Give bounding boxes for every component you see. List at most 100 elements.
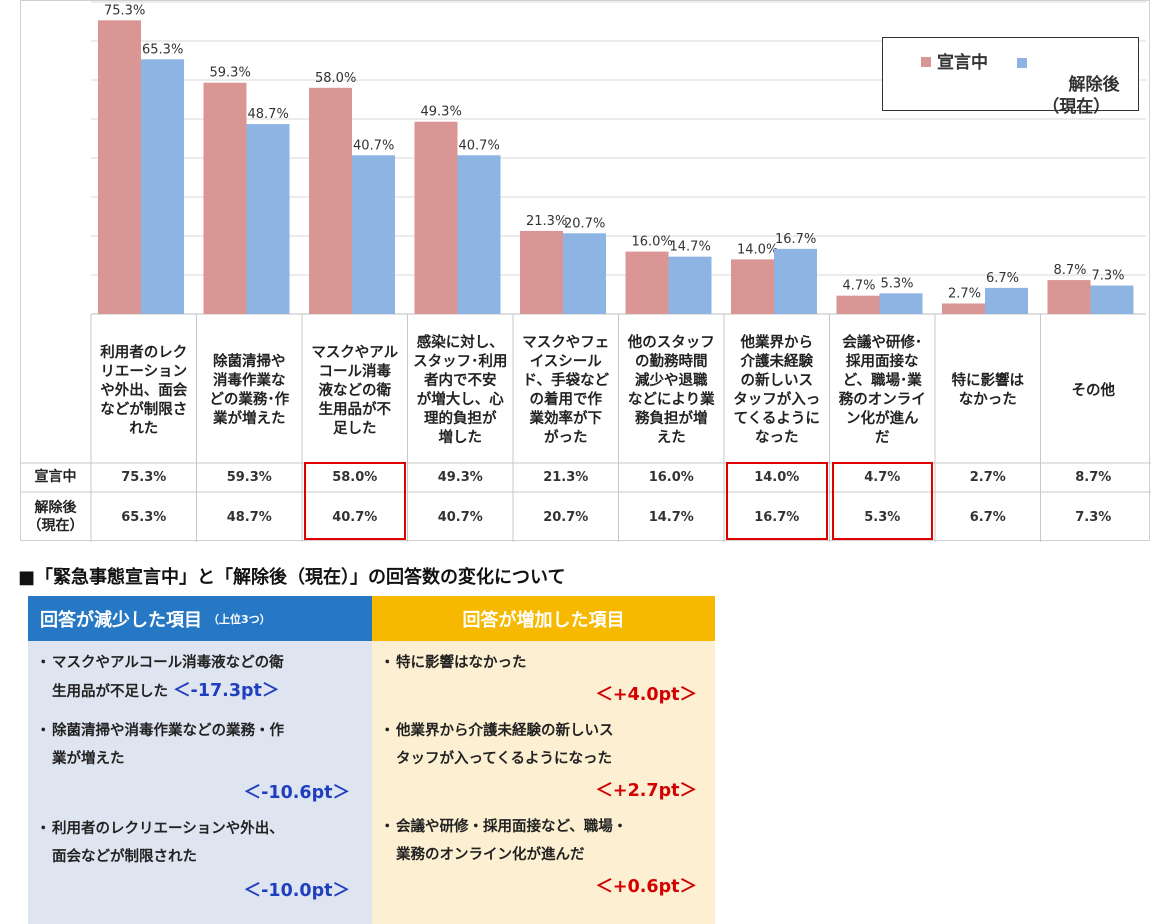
bar-lifted bbox=[985, 287, 1028, 314]
decreased-panel-header: 回答が減少した項目 （上位3つ） bbox=[28, 596, 372, 641]
highlight-box bbox=[726, 462, 828, 540]
category-label: その他 bbox=[1071, 382, 1116, 399]
table-cell: 48.7% bbox=[226, 509, 272, 525]
bar-declared bbox=[203, 82, 247, 314]
table-cell: 58.0% bbox=[332, 470, 378, 485]
data-label: 49.3% bbox=[421, 105, 462, 120]
highlight-box bbox=[304, 462, 406, 540]
data-label: 48.7% bbox=[248, 107, 289, 122]
table-cell: 40.7% bbox=[332, 509, 378, 525]
category-label: 除菌清掃や 消毒作業な どの業務･作 業が増えた bbox=[209, 354, 290, 427]
bar-declared bbox=[942, 303, 985, 314]
category-label: 他のスタッフ の勤務時間 減少や退職 などにより業 務負担が増 えた bbox=[627, 335, 715, 446]
table-cell: 49.3% bbox=[437, 470, 483, 485]
bar-lifted bbox=[457, 155, 501, 314]
table-cell: 14.0% bbox=[754, 470, 800, 485]
data-label: 6.7% bbox=[986, 271, 1019, 286]
legend-label-declared: 宣言中 bbox=[937, 53, 988, 73]
category-label: マスクやフェ イスシール ド、手袋など の着用で作 業効率が下 がった bbox=[522, 335, 610, 446]
increased-item-line: 他業界から介護未経験の新しいス bbox=[396, 723, 614, 739]
section-title: ■「緊急事態宣言中」と「解除後（現在）」の回答数の変化について bbox=[18, 567, 566, 588]
decreased-item-line: 業が増えた bbox=[52, 751, 125, 767]
legend-item-lifted: 解除後 （現在） bbox=[1017, 52, 1120, 140]
increased-item-pt: ＜+4.0pt＞ bbox=[595, 685, 697, 705]
bar-declared bbox=[625, 251, 669, 314]
table-cell: 20.7% bbox=[543, 509, 589, 525]
data-label: 58.0% bbox=[315, 71, 356, 86]
data-label: 14.0% bbox=[737, 242, 778, 257]
table-cell: 21.3% bbox=[543, 470, 589, 485]
legend-swatch-lifted bbox=[1017, 58, 1027, 68]
decreased-panel: ・マスクやアルコール消毒液などの衛 生用品が不足した ＜-17.3pt＞ ・除菌… bbox=[28, 641, 372, 924]
data-label: 75.3% bbox=[104, 3, 145, 18]
bar-lifted bbox=[1090, 285, 1134, 314]
table-cell: 16.7% bbox=[754, 509, 800, 525]
data-label: 7.3% bbox=[1092, 269, 1125, 284]
bar-declared bbox=[414, 121, 458, 314]
bar-declared bbox=[1047, 280, 1091, 314]
highlight-box bbox=[831, 462, 933, 540]
data-label: 2.7% bbox=[948, 286, 981, 301]
legend-item-declared: 宣言中 bbox=[921, 52, 988, 74]
increased-item-pt: ＜+2.7pt＞ bbox=[595, 781, 697, 801]
data-label: 21.3% bbox=[526, 214, 567, 229]
bar-lifted bbox=[668, 256, 712, 314]
table-cell: 4.7% bbox=[864, 470, 901, 485]
table-cell: 59.3% bbox=[226, 470, 272, 485]
increased-item-line: 業務のオンライン化が進んだ bbox=[396, 847, 585, 863]
decreased-item-line: 除菌清掃や消毒作業などの業務・作 bbox=[52, 723, 284, 739]
data-label: 14.7% bbox=[670, 240, 711, 255]
decreased-item: ・除菌清掃や消毒作業などの業務・作 業が増えた bbox=[36, 723, 284, 767]
category-label: 感染に対し、 スタッフ･利用 者内で不安 が増大し、心 理的負担が 増した bbox=[413, 335, 508, 446]
increased-panel-header: 回答が増加した項目 bbox=[372, 596, 715, 641]
increased-panel: ・特に影響はなかった ＜+4.0pt＞ ・他業界から介護未経験の新しいス タッフ… bbox=[372, 641, 715, 924]
bar-lifted bbox=[563, 233, 606, 314]
bar-lifted bbox=[246, 124, 290, 314]
decreased-item-line: 生用品が不足した bbox=[52, 684, 168, 700]
legend-label-lifted: 解除後 （現在） bbox=[1042, 75, 1120, 117]
increased-item-line: タッフが入ってくるようになった bbox=[396, 751, 613, 767]
data-label: 8.7% bbox=[1054, 263, 1087, 278]
table-cell: 7.3% bbox=[1075, 509, 1112, 525]
table-row-label-lifted: 解除後 （現在） bbox=[27, 500, 84, 534]
decreased-item-pt: ＜-10.6pt＞ bbox=[243, 783, 350, 803]
category-label: 他業界から 介護未経験 の新しいス タッフが入っ てくるように なった bbox=[733, 335, 821, 446]
category-label: 特に影響は なかった bbox=[951, 373, 1025, 408]
table-cell: 5.3% bbox=[864, 509, 901, 525]
increased-item-line: 会議や研修・採用面接など、職場・ bbox=[396, 819, 628, 835]
increased-item-line: 特に影響はなかった bbox=[396, 655, 527, 671]
data-label: 5.3% bbox=[881, 276, 914, 291]
increased-item: ・特に影響はなかった bbox=[380, 655, 527, 671]
table-cell: 6.7% bbox=[969, 509, 1006, 525]
chart-frame: 75.3% 59.3% 58.0% 49.3% 21.3% 16.0% 14.0% 4.7% 2… bbox=[20, 0, 1151, 542]
bar-lifted bbox=[352, 155, 395, 314]
table-cell: 14.7% bbox=[648, 509, 694, 525]
decreased-item-line: マスクやアルコール消毒液などの衛 bbox=[52, 655, 284, 671]
data-label: 4.7% bbox=[843, 279, 876, 294]
data-label: 65.3% bbox=[142, 42, 183, 57]
category-label: マスクやアル コール消毒 液などの衛 生用品が不 足した bbox=[311, 344, 399, 437]
table-cell: 8.7% bbox=[1075, 470, 1112, 485]
decreased-item: ・利用者のレクリエーションや外出、 面会などが制限された bbox=[36, 821, 284, 865]
table-cell: 75.3% bbox=[121, 470, 167, 485]
increased-header-label: 回答が増加した項目 bbox=[462, 609, 625, 631]
table-cell: 40.7% bbox=[437, 509, 483, 525]
bar-declared bbox=[520, 230, 563, 314]
data-label: 20.7% bbox=[564, 216, 605, 231]
decreased-item-line: 利用者のレクリエーションや外出、 bbox=[52, 821, 284, 837]
decreased-item-pt: ＜-17.3pt＞ bbox=[173, 681, 280, 701]
bar-chart: 75.3% 59.3% 58.0% 49.3% 21.3% 16.0% 14.0% 4.7% 2… bbox=[21, 1, 1151, 542]
increased-item-pt: ＜+0.6pt＞ bbox=[595, 877, 697, 897]
decreased-header-label: 回答が減少した項目 bbox=[40, 609, 202, 631]
increased-item: ・他業界から介護未経験の新しいス タッフが入ってくるようになった bbox=[380, 723, 614, 767]
bar-declared bbox=[836, 295, 880, 314]
data-label: 40.7% bbox=[353, 138, 394, 153]
category-label: 会議や研修･ 採用面接な ど、職場･業 務のオンライ ン化が進んだ bbox=[838, 335, 926, 446]
bar-declared bbox=[309, 87, 352, 314]
data-label: 59.3% bbox=[210, 66, 251, 81]
data-label: 16.0% bbox=[632, 235, 673, 250]
bar-declared bbox=[98, 20, 141, 315]
legend: 宣言中 解除後 （現在） bbox=[882, 37, 1139, 117]
data-label: 16.7% bbox=[775, 232, 816, 247]
bar-declared bbox=[731, 259, 774, 314]
